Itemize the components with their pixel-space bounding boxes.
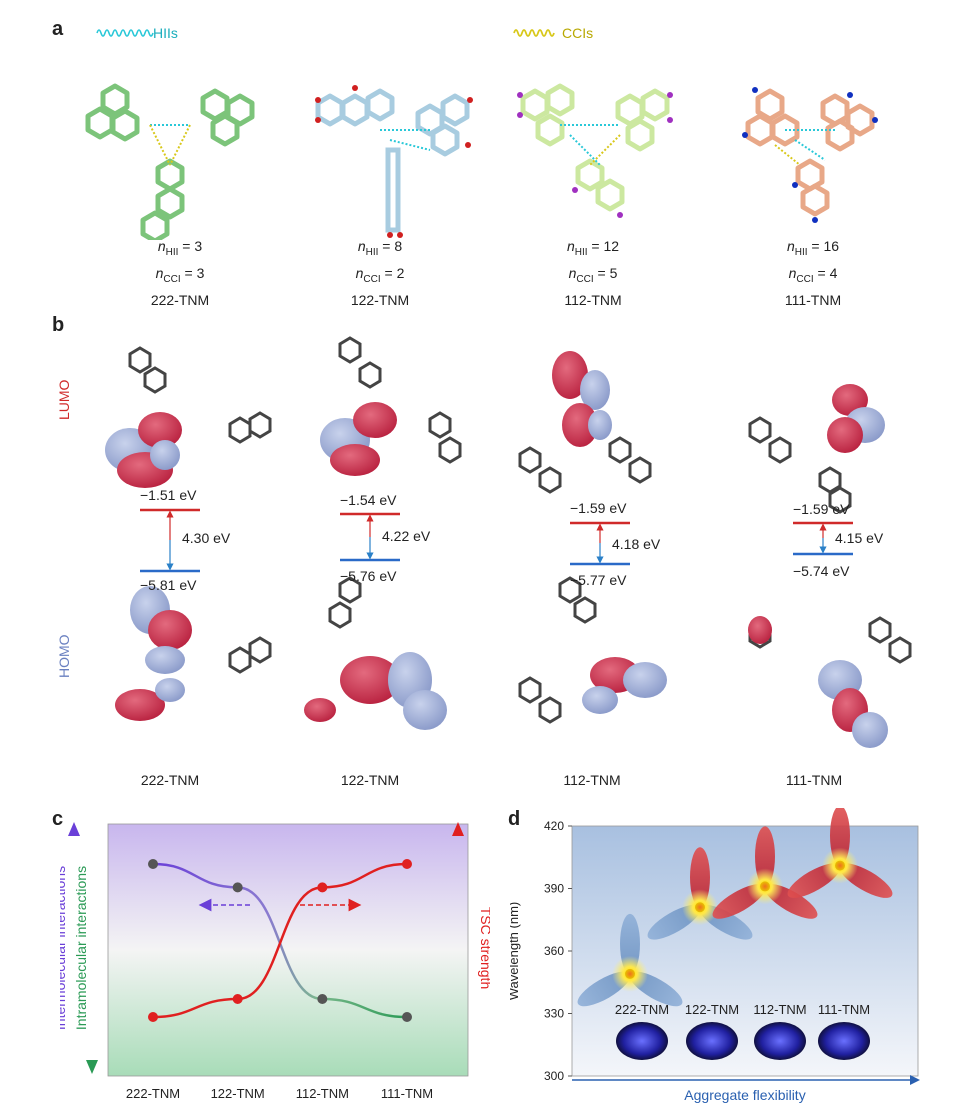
c-axis-intra: Intramolecular interactions [73, 866, 89, 1030]
caption-222: nHII = 3 nCCI = 3 222-TNM [150, 238, 210, 308]
molecule-222-tnm [88, 86, 252, 240]
homo-energy-112: −5.77 eV [570, 572, 627, 588]
d-ytick-label: 300 [544, 1069, 564, 1083]
d-ylabel: Wavelength (nm) [510, 902, 521, 1001]
levels-111 [793, 521, 853, 556]
molecule-122-tnm [315, 85, 473, 238]
tsc-point [232, 994, 243, 1004]
molname-b-222: 222-TNM [140, 772, 200, 788]
d-inset-photo [818, 1022, 870, 1060]
levels-122 [340, 512, 400, 562]
c-xtick-label: 222-TNM [126, 1086, 180, 1101]
lumo-energy-111: −1.59 eV [793, 501, 850, 517]
d-xlabel: Aggregate flexibility [684, 1087, 805, 1103]
d-point-core [760, 881, 770, 892]
d-inset-photo [754, 1022, 806, 1060]
lumo-111 [748, 384, 885, 514]
panel-c-label: c [52, 808, 64, 830]
c-axis-tsc: TSC strength [478, 907, 490, 989]
c-axis-inter: Intermolecular interactions [60, 866, 68, 1030]
caption-112: nHII = 12 nCCI = 5 112-TNM [564, 238, 622, 308]
homo-112 [518, 576, 667, 724]
caption-122: nHII = 8 nCCI = 2 122-TNM [350, 238, 410, 308]
interactions-point [148, 859, 158, 869]
lumo-energy-112: −1.59 eV [570, 500, 627, 516]
panel-b-orbitals [105, 336, 912, 748]
lumo-label: LUMO [56, 379, 72, 420]
right-axis-arrow [452, 822, 464, 1096]
tsc-point [317, 882, 328, 893]
gap-222: 4.30 eV [182, 530, 231, 546]
d-ytick-label: 330 [544, 1007, 564, 1021]
chart-c: Intermolecular interactions Intramolecul… [60, 822, 490, 1101]
d-ytick-label: 390 [544, 882, 564, 896]
d-ytick-label: 420 [544, 819, 564, 833]
gap-111: 4.15 eV [835, 530, 884, 546]
hii-legend-swatch [96, 29, 154, 37]
homo-energy-222: −5.81 eV [140, 577, 197, 593]
chart-d: Wavelength (nm) Aggregate flexibility 30… [510, 808, 920, 1103]
d-inset-label: 222-TNM [615, 1002, 669, 1017]
homo-222 [115, 586, 272, 721]
d-inset-label: 112-TNM [753, 1002, 806, 1017]
levels-222 [140, 508, 200, 573]
lumo-112 [518, 351, 652, 494]
d-inset-photo [616, 1022, 668, 1060]
molname-b-112: 112-TNM [563, 772, 621, 788]
panel-a-molecules [60, 50, 878, 240]
legend-hii [95, 26, 175, 40]
homo-energy-122: −5.76 eV [340, 568, 397, 584]
d-point-112-TNM [712, 826, 818, 919]
d-point-111-TNM [787, 808, 893, 898]
d-inset-label: 111-TNM [818, 1002, 870, 1017]
c-xtick-label: 122-TNM [211, 1086, 265, 1101]
tsc-point [402, 859, 412, 869]
molecule-111-tnm [742, 87, 878, 223]
tsc-point [148, 1012, 158, 1022]
molecule-112-tnm [517, 86, 673, 218]
homo-122 [304, 576, 447, 730]
d-point-core [695, 902, 705, 913]
interactions-point [317, 994, 328, 1004]
d-inset-photo [686, 1022, 738, 1060]
lumo-122 [320, 336, 462, 476]
legend-cci [512, 26, 558, 40]
levels-112 [570, 521, 630, 566]
d-ytick-label: 360 [544, 944, 564, 958]
gap-112: 4.18 eV [612, 536, 661, 552]
series-tsc-line [152, 862, 408, 1019]
d-point-core [835, 860, 845, 871]
c-xtick-label: 112-TNM [296, 1086, 349, 1101]
panel-d-label: d [508, 808, 521, 830]
caption-111: nHII = 16 nCCI = 4 111-TNM [784, 238, 842, 308]
energy-levels [140, 508, 853, 573]
d-point-core [625, 968, 635, 979]
cci-legend-swatch [513, 29, 555, 37]
gap-122: 4.22 eV [382, 528, 431, 544]
interactions-point [402, 1012, 412, 1022]
legend-cci-label: CCIs [562, 25, 594, 41]
d-point-222-TNM [577, 913, 683, 1007]
lumo-energy-222: −1.51 eV [140, 487, 197, 503]
lumo-energy-122: −1.54 eV [340, 492, 397, 508]
c-xtick-label: 111-TNM [381, 1086, 433, 1101]
homo-111 [748, 616, 912, 748]
legend-hii-label: HIIs [153, 25, 178, 41]
molname-b-122: 122-TNM [340, 772, 400, 788]
lumo-222 [105, 346, 272, 488]
panel-b-label: b [52, 314, 65, 336]
interactions-point [232, 882, 243, 893]
panel-a-label: a [52, 18, 64, 40]
left-axis-arrows [68, 822, 98, 1074]
homo-energy-111: −5.74 eV [793, 563, 850, 579]
molname-b-111: 111-TNM [785, 772, 843, 788]
d-inset-label: 122-TNM [685, 1002, 739, 1017]
chart-c-background [107, 823, 469, 1077]
homo-label: HOMO [56, 634, 72, 678]
